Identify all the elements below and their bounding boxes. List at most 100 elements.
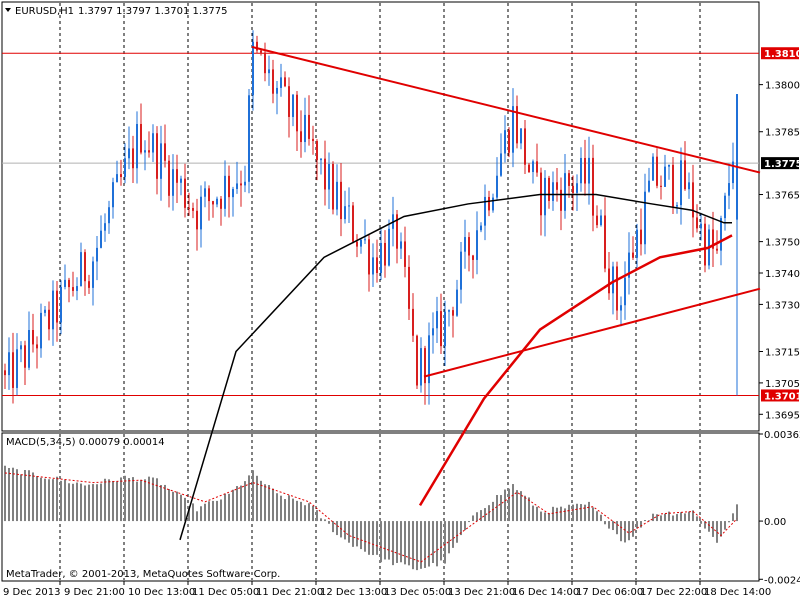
macd-bar — [628, 521, 630, 541]
time-tick-label: 12 Dec 13:00 — [320, 587, 387, 598]
candle-bull — [576, 183, 578, 193]
macd-bar — [120, 477, 122, 522]
macd-bar — [64, 479, 66, 522]
candle-bear — [632, 252, 634, 258]
candle-bear — [452, 310, 454, 316]
macd-bar — [108, 479, 110, 522]
macd-bar — [600, 514, 602, 522]
candle-bear — [184, 178, 186, 208]
candle-bear — [240, 183, 242, 186]
time-tick-label: 16 Dec 14:00 — [512, 587, 579, 598]
price-tick-label: 1.3695 — [765, 410, 800, 421]
candle-bull — [728, 183, 730, 196]
candle-bear — [272, 69, 274, 94]
macd-bar — [168, 489, 170, 522]
macd-bar — [84, 485, 86, 522]
candle-bull — [128, 148, 130, 159]
time-tick-label: 13 Dec 21:00 — [448, 587, 515, 598]
candle-bull — [104, 223, 106, 231]
candle-bear — [672, 164, 674, 207]
price-axis: 1.3800 1.3785 1.3765 1.3750 1.3740 1.3730 1.37… — [759, 81, 800, 421]
macd-bar — [272, 488, 274, 522]
macd-bar — [584, 504, 586, 522]
macd-bar — [528, 497, 530, 522]
time-tick-label: 9 Dec 2013 — [3, 587, 61, 598]
candle-bear — [412, 308, 414, 336]
macd-bar — [716, 521, 718, 543]
candle-bull — [724, 195, 726, 219]
macd-bar — [160, 485, 162, 522]
macd-bar — [284, 499, 286, 522]
macd-bar — [664, 513, 666, 522]
candle-bull — [496, 175, 498, 198]
macd-bar — [116, 481, 118, 522]
candle-bull — [172, 169, 174, 196]
candle-bull — [292, 94, 294, 117]
macd-bar — [152, 477, 154, 522]
macd-bar — [472, 515, 474, 522]
macd-bar — [460, 521, 462, 536]
macd-bar — [224, 493, 226, 522]
horizontal-levels — [2, 52, 759, 396]
time-tick-label: 11 Dec 21:00 — [256, 587, 323, 598]
macd-bar — [688, 511, 690, 522]
macd-bar — [408, 521, 410, 566]
candle-bull — [700, 223, 702, 229]
candle-bear — [212, 201, 214, 205]
candle-bull — [52, 290, 54, 330]
macd-bar — [204, 503, 206, 522]
macd-bar — [24, 470, 26, 522]
macd-bar — [424, 521, 426, 568]
candle-bull — [28, 330, 30, 368]
macd-bar — [732, 513, 734, 522]
candle-bear — [324, 158, 326, 190]
chart-menu-triangle-icon[interactable] — [5, 8, 11, 12]
candle-bull — [600, 215, 602, 226]
indicator-overlays — [179, 45, 761, 541]
macd-bar — [604, 521, 606, 525]
macd-bar — [720, 521, 722, 537]
macd-bar — [396, 521, 398, 563]
macd-bar — [588, 501, 590, 522]
candle-bear — [264, 52, 266, 74]
candle-bear — [288, 86, 290, 117]
candle-bear — [4, 370, 6, 376]
trendline[interactable] — [251, 45, 761, 174]
macd-bar — [196, 511, 198, 522]
level-price-label: 1.3810 — [764, 49, 800, 60]
macd-tick-label: -0.00242 — [764, 575, 800, 586]
candle-bear — [140, 123, 142, 153]
macd-bar — [92, 484, 94, 522]
macd-bar — [596, 511, 598, 522]
macd-bar — [648, 520, 650, 522]
candle-bear — [536, 161, 538, 173]
macd-bar — [188, 506, 190, 522]
macd-bar — [616, 521, 618, 535]
candle-bull — [504, 130, 506, 154]
candle-bull — [420, 348, 422, 386]
macd-bar — [200, 506, 202, 522]
candle-bull — [320, 158, 322, 161]
candle-bear — [260, 50, 262, 53]
candle-bear — [560, 189, 562, 211]
macd-bar — [564, 508, 566, 522]
time-tick-label: 18 Dec 14:00 — [704, 587, 771, 598]
macd-tick-label: 0.00362 — [764, 430, 800, 441]
candle-bull — [152, 133, 154, 153]
candle-bear — [48, 309, 50, 330]
macd-bar — [712, 521, 714, 537]
macd-bar — [264, 484, 266, 522]
candlestick-series — [4, 30, 738, 405]
candle-bear — [68, 279, 70, 288]
macd-bar — [288, 495, 290, 522]
candle-bull — [500, 153, 502, 176]
macd-bar — [172, 491, 174, 522]
copyright-text: MetaTrader, © 2001-2013, MetaQuotes Soft… — [6, 569, 280, 580]
price-tick-label: 1.3750 — [765, 238, 800, 249]
trendline[interactable] — [423, 287, 761, 378]
candle-bear — [704, 223, 706, 266]
candle-bull — [532, 161, 534, 173]
macd-bar — [216, 500, 218, 522]
candle-bear — [24, 345, 26, 368]
macd-bar — [88, 484, 90, 522]
